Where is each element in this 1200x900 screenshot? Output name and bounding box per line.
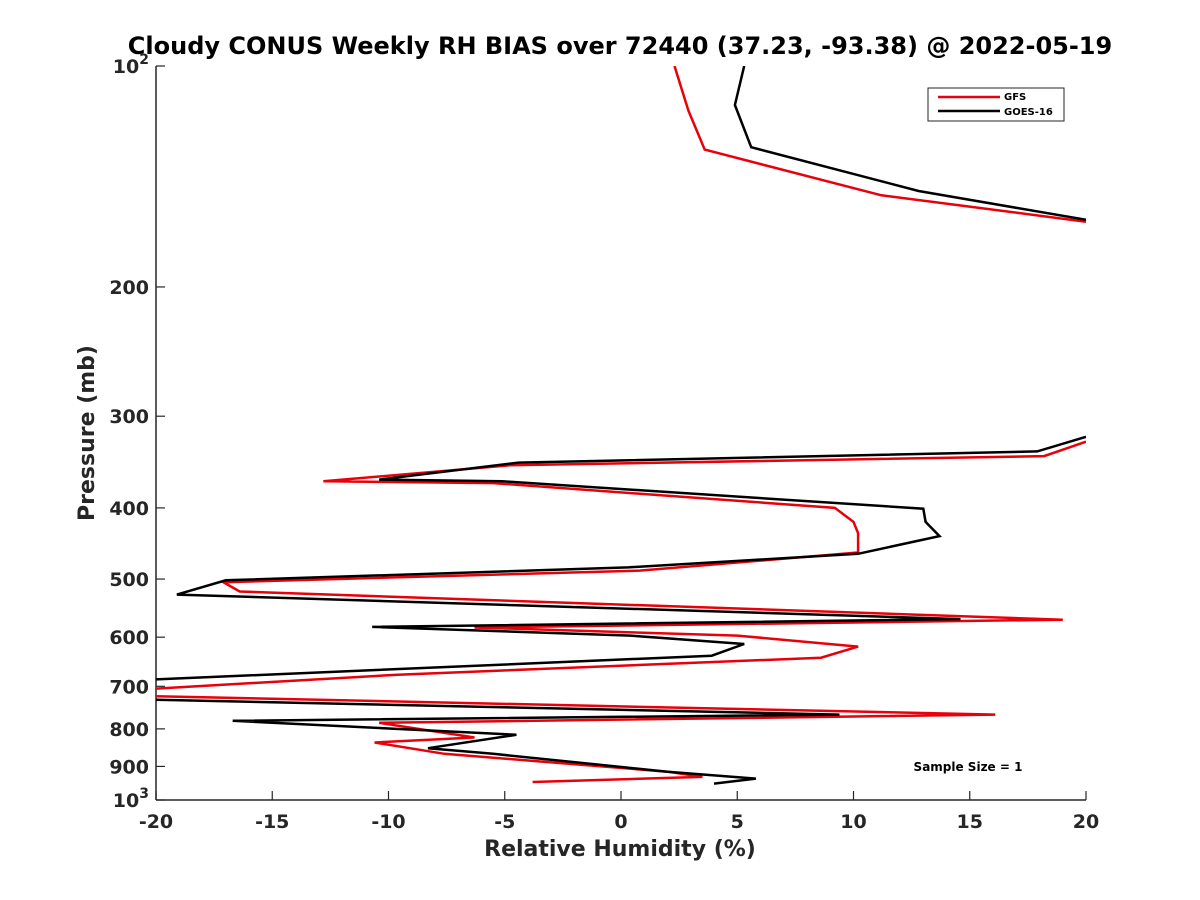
x-tick-label: 5 <box>731 811 744 833</box>
plot-area <box>155 66 1086 800</box>
series-line-gfs-part-3 <box>156 694 996 784</box>
x-axis-label: Relative Humidity (%) <box>484 837 756 862</box>
legend: GFS GOES-16 <box>927 87 1065 122</box>
y-tick-label: 600 <box>109 627 149 649</box>
x-axis-ticks: -20 -15 -10 -5 0 5 10 15 20 <box>139 791 1099 833</box>
legend-box <box>927 87 1065 122</box>
y-tick-label: 700 <box>109 676 149 698</box>
x-tick-label: -20 <box>139 811 173 833</box>
x-tick-label: -15 <box>255 811 289 833</box>
x-tick-label: 0 <box>614 811 627 833</box>
x-tick-label: -5 <box>494 811 515 833</box>
series-line-goes-16-part-2 <box>156 435 1086 681</box>
sample-size-annotation: Sample Size = 1 <box>914 760 1023 774</box>
chart-title: Cloudy CONUS Weekly RH BIAS over 72440 (… <box>128 32 1112 60</box>
y-tick-label: 102 <box>113 52 149 78</box>
series-line-gfs-part-2 <box>156 440 1086 690</box>
y-tick-label: 300 <box>109 406 149 428</box>
y-tick-label: 800 <box>109 719 149 741</box>
x-tick-label: 20 <box>1073 811 1099 833</box>
y-tick-label: 103 <box>113 786 149 812</box>
series-line-goes-16-part-1 <box>733 66 1086 222</box>
legend-label-goes-16: GOES-16 <box>1004 107 1053 118</box>
y-tick-label: 400 <box>109 498 149 520</box>
x-tick-label: 15 <box>957 811 983 833</box>
y-tick-label: 200 <box>109 277 149 299</box>
y-tick-label: 900 <box>109 756 149 778</box>
series-line-goes-16-part-3 <box>156 698 840 785</box>
y-axis-label: Pressure (mb) <box>75 345 100 521</box>
series-line-gfs-part-1 <box>673 66 1086 223</box>
y-axis-ticks: 102 200 300 400 500 600 700 800 900 103 <box>109 52 165 812</box>
y-tick-label: 500 <box>109 569 149 591</box>
legend-label-gfs: GFS <box>1004 92 1026 103</box>
x-tick-label: -10 <box>371 811 405 833</box>
x-tick-label: 10 <box>840 811 866 833</box>
